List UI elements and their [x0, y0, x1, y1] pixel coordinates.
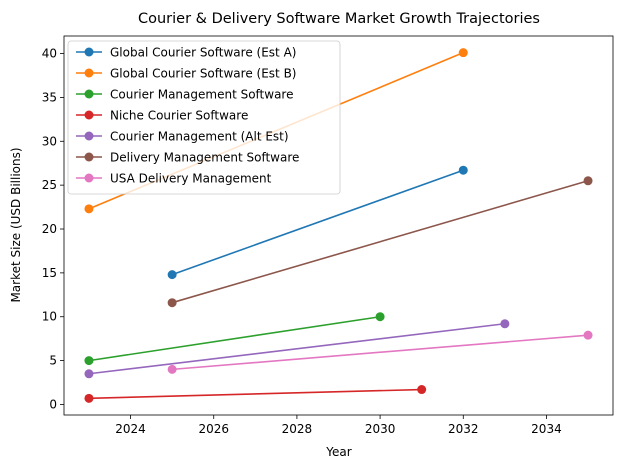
x-tick-label: 2026	[198, 422, 229, 436]
legend-swatch-marker	[84, 68, 94, 78]
y-tick-label: 15	[42, 266, 57, 280]
legend-item: USA Delivery Management	[76, 172, 272, 186]
legend-swatch-marker	[84, 152, 94, 162]
data-point	[417, 385, 427, 395]
data-point	[375, 312, 385, 322]
data-point	[458, 48, 468, 58]
series-3	[84, 385, 427, 403]
legend-label: Delivery Management Software	[110, 151, 299, 165]
legend-label: USA Delivery Management	[110, 172, 272, 186]
series-line	[88, 315, 381, 362]
legend-item: Courier Management Software	[76, 88, 294, 102]
series-5	[167, 176, 593, 308]
data-point	[167, 364, 177, 374]
legend-swatch-marker	[84, 110, 94, 120]
series-line	[171, 179, 589, 304]
y-tick-label: 40	[42, 47, 57, 61]
series-line	[88, 388, 422, 400]
legend-label: Courier Management Software	[110, 88, 294, 102]
data-point	[84, 356, 94, 366]
legend-item: Delivery Management Software	[76, 151, 299, 165]
data-point	[167, 270, 177, 280]
legend-label: Niche Courier Software	[110, 109, 248, 123]
plot-frame	[63, 35, 614, 416]
legend-label: Global Courier Software (Est B)	[110, 67, 296, 81]
x-axis-label: Year	[325, 445, 351, 459]
legend-item: Courier Management (Alt Est)	[76, 130, 289, 144]
data-point	[167, 298, 177, 308]
legend-item: Global Courier Software (Est A)	[76, 46, 296, 60]
chart-title: Courier & Delivery Software Market Growt…	[138, 11, 540, 27]
data-point	[84, 204, 94, 214]
legend-swatch-marker	[84, 131, 94, 141]
y-tick-label: 0	[49, 397, 57, 411]
series-6	[167, 330, 593, 374]
x-tick-label: 2034	[531, 422, 562, 436]
legend-swatch-marker	[84, 89, 94, 99]
y-axis-label: Market Size (USD Billions)	[9, 147, 23, 302]
legend-item: Niche Courier Software	[76, 109, 248, 123]
legend-swatch-marker	[84, 47, 94, 57]
x-tick-label: 2032	[448, 422, 479, 436]
series-0	[167, 165, 468, 280]
legend-label: Global Courier Software (Est A)	[110, 46, 296, 60]
y-tick-label: 35	[42, 90, 57, 104]
x-tick-label: 2030	[365, 422, 396, 436]
x-tick-label: 2028	[282, 422, 313, 436]
data-point	[500, 319, 510, 329]
series-2	[84, 312, 385, 366]
plot-area: 2024 2026 2028 2030 2032 2034 0 5 10 15 20 25 30 35 40	[42, 35, 614, 436]
series-4	[84, 319, 510, 379]
legend-label: Courier Management (Alt Est)	[110, 130, 289, 144]
data-point	[458, 165, 468, 175]
legend-box	[67, 40, 341, 195]
data-point	[84, 393, 94, 403]
data-point	[583, 330, 593, 340]
series-line	[171, 169, 464, 276]
legend-swatch-marker	[84, 173, 94, 183]
y-tick-label: 5	[49, 354, 57, 368]
data-point	[84, 369, 94, 379]
y-tick-label: 20	[42, 222, 57, 236]
y-tick-label: 25	[42, 178, 57, 192]
series-line	[172, 334, 589, 371]
legend-item: Global Courier Software (Est B)	[76, 67, 296, 81]
series-line	[88, 322, 505, 375]
legend: Global Courier Software (Est A) Global Co…	[67, 40, 341, 195]
data-point	[583, 176, 593, 186]
y-tick-label: 10	[42, 310, 57, 324]
x-tick-label: 2024	[115, 422, 146, 436]
y-tick-label: 30	[42, 134, 57, 148]
